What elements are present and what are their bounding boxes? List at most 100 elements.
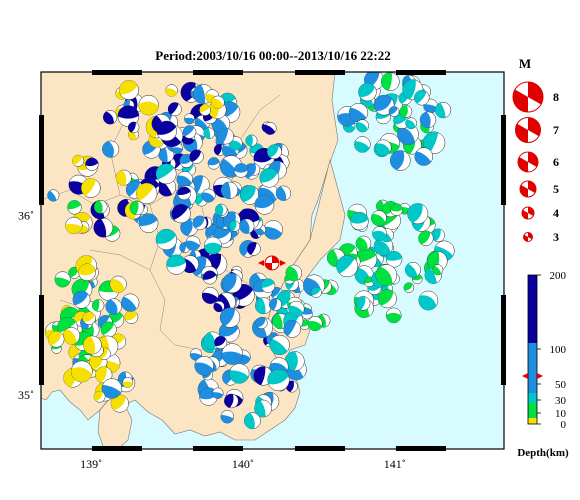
lat-tick-label: 36˚ <box>18 209 34 223</box>
focal-mechanism <box>102 110 118 125</box>
frame-border <box>40 71 505 450</box>
frame-bar-bottom-3 <box>396 446 446 451</box>
depth-unit-label: Depth(km) <box>517 447 569 459</box>
focal-mechanism <box>93 390 106 403</box>
focal-mechanism <box>212 387 224 399</box>
magnitude-beachball-fill <box>523 232 533 242</box>
focal-mechanism <box>414 89 430 106</box>
depth-marker-right <box>537 373 543 379</box>
focal-mechanism <box>177 186 192 201</box>
focal-mechanism <box>266 144 282 160</box>
depth-tick-label: 10 <box>555 408 567 420</box>
magnitude-beachball-fill <box>512 81 544 113</box>
focal-mechanism <box>254 194 275 215</box>
focal-mechanism <box>388 106 400 117</box>
focal-mechanism <box>288 300 305 317</box>
mainshock-fill <box>265 256 279 270</box>
focal-mechanism <box>101 378 123 399</box>
focal-mechanism <box>115 169 132 186</box>
focal-mechanism <box>239 218 255 234</box>
frame-bar-left-1 <box>39 295 44 385</box>
depth-marker-left <box>522 373 528 379</box>
focal-mechanism <box>213 300 225 313</box>
focal-mechanism <box>109 275 127 293</box>
depth-tick-label: 100 <box>550 344 567 356</box>
focal-mechanism <box>418 290 439 311</box>
frame-bar-bottom-1 <box>193 446 243 451</box>
focal-mechanism <box>124 310 139 324</box>
magnitude-label: 6 <box>553 155 559 169</box>
depth-band-mid-shallow <box>528 403 537 418</box>
focal-mechanism <box>207 157 221 170</box>
focal-mechanism <box>47 189 60 202</box>
focal-mechanism <box>260 278 276 293</box>
focal-mechanism <box>375 264 398 286</box>
magnitude-beachball-fill <box>515 117 541 143</box>
focal-mechanism <box>184 113 195 125</box>
focal-mechanism <box>418 230 434 247</box>
map-frame <box>39 70 506 451</box>
focal-mechanism <box>214 335 228 349</box>
lon-tick-label: 139˚ <box>80 457 102 471</box>
focal-mechanism <box>350 211 369 231</box>
focal-mechanism <box>201 188 216 203</box>
depth-tick-label: 30 <box>555 395 567 407</box>
focal-mechanism <box>72 154 85 167</box>
focal-mechanism <box>192 83 213 105</box>
focal-mechanism <box>385 251 403 268</box>
frame-bar-top-0 <box>92 70 142 75</box>
focal-mechanism <box>390 203 403 216</box>
depth-band-mid <box>528 393 537 403</box>
focal-mechanism <box>176 171 193 188</box>
frame-bar-right-1 <box>501 295 506 385</box>
focal-mechanism <box>93 200 108 214</box>
focal-mechanism <box>100 321 117 338</box>
focal-mechanism <box>85 157 99 171</box>
focal-mechanism <box>167 102 182 117</box>
focal-mechanism <box>203 127 215 139</box>
focal-mechanism <box>275 185 292 201</box>
focal-mechanism <box>204 236 222 255</box>
focal-mechanism <box>138 213 159 233</box>
focal-mechanism <box>83 335 102 355</box>
focal-mechanism <box>268 298 282 311</box>
focal-mechanism <box>385 307 402 324</box>
focal-mechanism <box>70 360 93 383</box>
mainshock-arrow-left <box>258 260 264 266</box>
magnitude-label: 7 <box>553 123 559 137</box>
focal-mechanism <box>182 125 197 139</box>
focal-mechanism <box>434 101 452 119</box>
focal-mechanism <box>201 287 219 304</box>
focal-mechanism <box>380 72 400 91</box>
focal-mechanism <box>255 317 268 330</box>
focal-mechanism <box>283 320 301 338</box>
magnitude-beachball-fill <box>517 151 539 173</box>
focal-mechanism <box>91 299 105 312</box>
focal-mechanism <box>310 286 322 298</box>
focal-mechanism <box>390 150 411 171</box>
magnitude-label: 3 <box>553 230 559 244</box>
frame-bar-top-3 <box>396 70 446 75</box>
focal-mechanism <box>358 82 377 102</box>
focal-mechanism <box>355 119 369 133</box>
focal-mechanism <box>246 241 261 256</box>
focal-mechanism <box>370 210 387 227</box>
focal-mechanism <box>65 216 83 235</box>
focal-mechanism <box>355 235 372 252</box>
depth-tick-label: 50 <box>555 379 567 391</box>
focal-mechanism <box>263 122 277 135</box>
focal-mechanism <box>224 393 239 409</box>
focal-mechanism <box>129 200 145 216</box>
focal-mechanism <box>217 127 234 145</box>
focal-mechanism <box>221 343 243 365</box>
depth-colorbar-border <box>527 274 538 425</box>
focal-mechanism <box>136 182 158 205</box>
focal-mechanism <box>405 117 418 130</box>
focal-mechanism <box>220 409 235 424</box>
focal-mechanism <box>110 394 129 413</box>
depth-tick-label: 200 <box>550 270 567 282</box>
focal-mechanism <box>122 377 134 388</box>
magnitude-label: 8 <box>553 90 559 104</box>
focal-mechanism <box>165 84 178 97</box>
